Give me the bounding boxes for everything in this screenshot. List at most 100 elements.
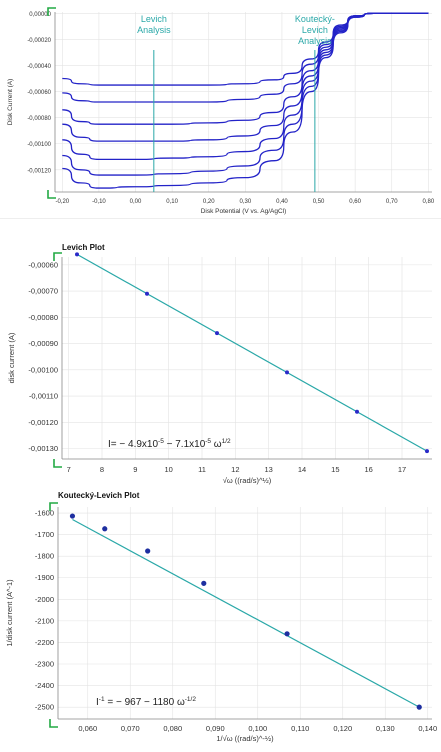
koutecky-levich-plot-panel: 0,060 0,070 0,080 0,090 0,100 0,110 0,120 0,130… — [0, 487, 441, 752]
fit-equation: I-1 = − 967 − 1180 ω-1/2 — [96, 696, 196, 708]
fit-equation: I= − 4.9x10-5 − 7.1x10-5 ω1/2 — [108, 438, 231, 450]
x-tick-label: 8 — [100, 465, 104, 474]
y-tick-label: -0,00040 — [27, 64, 51, 70]
x-tick-label: 0,130 — [376, 724, 395, 733]
data-point — [285, 370, 289, 375]
equation-text: − 7.1x10 — [164, 439, 206, 450]
corner-bracket-top — [53, 252, 62, 261]
y-tick-label: -0,00120 — [27, 168, 51, 174]
x-tick-label: 0,10 — [166, 199, 178, 205]
x-tick-label: 13 — [264, 465, 272, 474]
x-tick-label: 15 — [331, 465, 339, 474]
data-point — [145, 548, 151, 554]
x-tick-label: 0,40 — [276, 199, 288, 205]
y-tick-label: -1900 — [35, 573, 54, 582]
x-tick-label: 0,120 — [333, 724, 352, 733]
lsv-chart: -0,20 -0,10 0,00 0,10 0,20 0,30 0,40 0,50 0,60 0,… — [7, 7, 435, 215]
x-tick-label: 16 — [364, 465, 372, 474]
corner-bracket-bottom — [53, 459, 62, 468]
x-tick-label: 0,080 — [163, 724, 182, 733]
corner-bracket-top — [47, 7, 56, 16]
x-tick-label: 7 — [67, 465, 71, 474]
data-point — [69, 513, 76, 519]
equation-text: I= − 4.9x10 — [108, 439, 158, 450]
corner-bracket-bottom — [49, 719, 58, 728]
y-tick-label: -1700 — [35, 530, 54, 539]
y-tick-label: -2400 — [35, 681, 54, 690]
x-axis-label: Disk Potential (V vs. Ag/AgCl) — [201, 208, 287, 215]
data-point — [284, 631, 290, 637]
x-tick-label: 11 — [198, 465, 206, 474]
y-axis-label: Disk Current (A) — [7, 79, 14, 126]
x-tick-label: 0,30 — [239, 199, 251, 205]
data-point — [215, 331, 219, 336]
y-tick-label: -0,00100 — [27, 142, 51, 148]
equation-exponent: -5 — [158, 438, 164, 445]
levich-plot-panel: 7 8 9 10 11 12 13 14 15 16 17 -0,00060 -0,00070 -0,00… — [0, 241, 441, 491]
y-axis-label: 1/disk current (A^-1) — [5, 579, 14, 647]
x-tick-label: -0,10 — [92, 199, 106, 205]
y-tick-label: -0,00060 — [27, 90, 51, 96]
chart-title: Levich Plot — [62, 243, 105, 252]
fit-line — [72, 518, 420, 708]
x-tick-label: 0,140 — [418, 724, 437, 733]
x-tick-label: 0,70 — [386, 199, 398, 205]
equation-exponent: -5 — [205, 438, 211, 445]
equation-text: ω — [211, 439, 222, 450]
x-tick-label: 10 — [164, 465, 172, 474]
x-tick-label: 0,110 — [291, 724, 309, 733]
data-point — [425, 449, 429, 454]
y-tick-label: -0,00080 — [28, 313, 58, 322]
x-tick-label: -0,20 — [55, 199, 69, 205]
x-axis-label: 1/√ω ((rad/s)^-½) — [216, 734, 274, 743]
y-tick-label: -0,00070 — [28, 287, 58, 296]
x-tick-label: 0,00 — [130, 199, 142, 205]
y-tick-label: -0,00130 — [28, 444, 58, 453]
y-tick-label: -2100 — [35, 616, 54, 625]
data-point — [355, 409, 359, 414]
analysis-label: Levich — [302, 25, 328, 35]
y-tick-label: -0,00090 — [28, 339, 58, 348]
koutecky-levich-plot: 0,060 0,070 0,080 0,090 0,100 0,110 0,120 0,130… — [5, 491, 437, 743]
x-tick-label: 9 — [133, 465, 137, 474]
x-tick-label: 17 — [398, 465, 406, 474]
chart-title: Koutecký-Levich Plot — [58, 491, 140, 500]
analysis-label: Analysis — [298, 36, 332, 46]
data-point — [75, 252, 79, 257]
equation-exponent: 1/2 — [222, 438, 231, 445]
y-tick-label: -0,00120 — [28, 418, 58, 427]
equation-exponent: -1/2 — [185, 696, 197, 703]
y-tick-label: -2000 — [35, 595, 54, 604]
x-tick-label: 0,100 — [248, 724, 267, 733]
y-tick-label: -1800 — [35, 552, 54, 561]
x-tick-label: 0,60 — [349, 199, 361, 205]
y-tick-label: -0,00020 — [27, 38, 51, 44]
data-point — [416, 704, 422, 710]
corner-bracket-top — [49, 502, 58, 511]
fit-line — [76, 253, 428, 452]
levich-plot: 7 8 9 10 11 12 13 14 15 16 17 -0,00060 -0,00070 -0,00… — [7, 243, 432, 485]
data-point — [201, 580, 207, 586]
y-tick-label: -0,00060 — [28, 260, 58, 269]
analysis-label: Koutecký- — [295, 14, 335, 24]
y-tick-label: -1600 — [35, 509, 54, 518]
y-tick-label: -2200 — [35, 638, 54, 647]
y-tick-label: -2500 — [35, 703, 54, 712]
data-point — [145, 291, 149, 296]
lsv-chart-panel: -0,20 -0,10 0,00 0,10 0,20 0,30 0,40 0,50 0,60 0,… — [0, 0, 441, 219]
x-axis-label: √ω ((rad/s)^½) — [223, 476, 272, 485]
y-tick-label: -2300 — [35, 660, 54, 669]
data-point — [102, 526, 108, 532]
x-tick-label: 0,090 — [206, 724, 225, 733]
equation-text: = − 967 − 1180 ω — [105, 697, 185, 708]
x-tick-label: 0,070 — [121, 724, 140, 733]
y-tick-label: -0,00100 — [28, 365, 58, 374]
equation-text: I — [96, 697, 99, 708]
analysis-label: Levich — [141, 14, 167, 24]
x-tick-label: 0,20 — [203, 199, 215, 205]
x-tick-label: 0,060 — [78, 724, 97, 733]
y-tick-label: 0,00000 — [29, 12, 51, 18]
y-axis-label: disk current (A) — [7, 332, 16, 383]
y-tick-label: -0,00080 — [27, 116, 51, 122]
lsv-curve — [62, 12, 429, 189]
